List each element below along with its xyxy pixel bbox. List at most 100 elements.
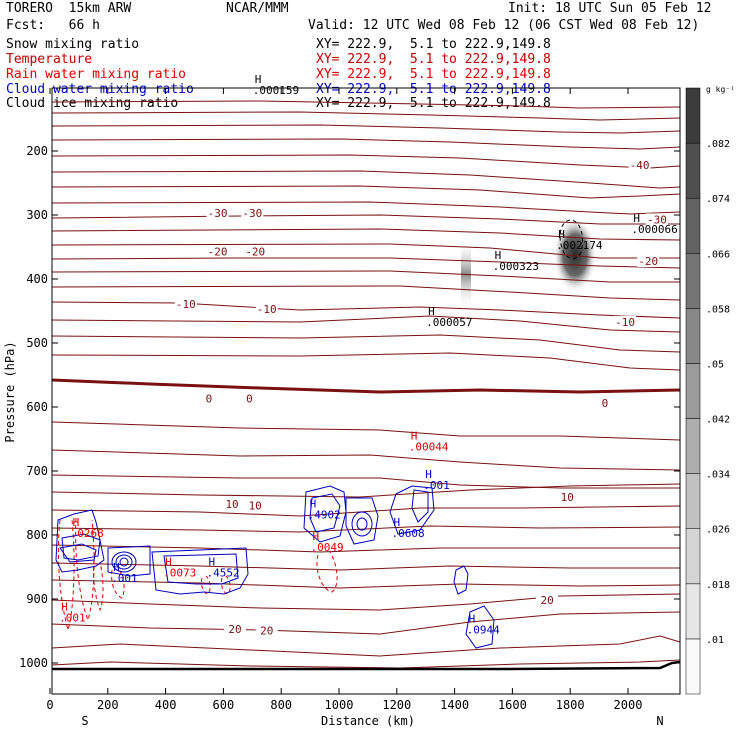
temperature-label: -30 bbox=[208, 207, 228, 220]
extremum-value: .0608 bbox=[391, 527, 424, 540]
temperature-isotherms bbox=[51, 100, 681, 669]
extremum-h-marker: H bbox=[255, 73, 262, 86]
extremum-value: .000159 bbox=[253, 84, 299, 97]
colorbar-tick-label: .026 bbox=[706, 525, 730, 536]
colorbar-tick-label: .01 bbox=[706, 635, 724, 646]
temperature-label-bg bbox=[614, 315, 637, 328]
extremum-value: .4552 bbox=[207, 567, 240, 580]
colorbar-swatch bbox=[685, 142, 701, 199]
temperature-label: 20 bbox=[540, 594, 553, 607]
temperature-label-bg bbox=[238, 392, 261, 405]
x-tick-label: 1000 bbox=[325, 698, 354, 712]
forecast-hour: Fcst: 66 h bbox=[6, 18, 100, 33]
extremum-h-marker: H bbox=[310, 497, 317, 510]
colorbar-swatch bbox=[685, 583, 701, 640]
temperature-label-bg bbox=[223, 623, 246, 635]
extremum-value: .001 bbox=[111, 572, 138, 585]
extremum-value: .000323 bbox=[493, 260, 539, 273]
colorbar-swatch bbox=[685, 87, 701, 144]
field-name-cloud-water: Cloud water mixing ratio bbox=[6, 82, 194, 97]
extremum-h-marker: H bbox=[61, 600, 68, 613]
temperature-label: -10 bbox=[257, 303, 277, 316]
extremum-value: .001 bbox=[59, 611, 85, 624]
temperature-label-bg bbox=[637, 255, 660, 267]
extremum-h-marker: H bbox=[165, 556, 172, 569]
extremum-h-marker: H bbox=[425, 468, 432, 481]
colorbar-unit: g kg⁻¹ bbox=[706, 85, 735, 94]
temperature-label-bg bbox=[628, 159, 651, 171]
y-tick-label: 500 bbox=[26, 336, 48, 350]
y-tick-label: 1000 bbox=[19, 656, 48, 670]
temperature-label: 0 bbox=[206, 393, 213, 406]
cloud-ice-contour bbox=[559, 219, 583, 259]
x-tick-label: 600 bbox=[213, 698, 235, 712]
temperature-label: -30 bbox=[242, 207, 262, 220]
field-name-rain: Rain water mixing ratio bbox=[6, 67, 187, 82]
colorbar-tick-label: .066 bbox=[706, 249, 730, 260]
temperature-label-bg bbox=[174, 297, 197, 310]
rain-water-contours bbox=[57, 517, 338, 632]
x-tick-label: 1800 bbox=[556, 698, 585, 712]
x-tick-label: 1600 bbox=[498, 698, 527, 712]
zero-degree-isotherm bbox=[51, 378, 681, 394]
y-tick-label: 800 bbox=[26, 528, 48, 542]
extremum-value: .0073 bbox=[163, 567, 196, 580]
colorbar-tick-label: .018 bbox=[706, 580, 730, 591]
temperature-label: -20 bbox=[208, 245, 228, 258]
temperature-label: 10 bbox=[225, 498, 238, 511]
colorbar-swatch bbox=[685, 418, 701, 474]
temperature-label-bg bbox=[244, 499, 267, 512]
x-tick-label: 800 bbox=[270, 698, 292, 712]
extremum-value: .0944 bbox=[467, 624, 500, 637]
temperature-label-bg bbox=[645, 213, 668, 226]
colorbar-tick-label: .042 bbox=[706, 415, 730, 426]
temperature-label: -10 bbox=[615, 316, 635, 329]
temperature-label-bg bbox=[593, 397, 616, 410]
colorbar-tick-label: .034 bbox=[706, 470, 730, 481]
temperature-label-bg bbox=[197, 392, 220, 405]
colorbar-swatch bbox=[685, 197, 701, 254]
temperature-label: 0 bbox=[602, 397, 609, 410]
colorbar-swatch bbox=[685, 253, 701, 309]
colorbar-tick-label: .074 bbox=[706, 194, 730, 205]
temperature-label: -30 bbox=[647, 213, 667, 226]
extremum-h-marker: H bbox=[428, 305, 435, 318]
temperature-label-bg bbox=[255, 303, 278, 315]
temperature-label: 10 bbox=[561, 491, 574, 504]
x-axis-label: Distance (km) bbox=[321, 714, 415, 728]
plot-frame bbox=[51, 87, 681, 695]
x-endpoint-right: N bbox=[656, 714, 663, 728]
extremum-value: .000066 bbox=[631, 223, 677, 236]
colorbar-swatch bbox=[685, 308, 701, 364]
field-name-temperature: Temperature bbox=[6, 52, 93, 67]
temperature-label: -40 bbox=[630, 159, 650, 172]
field-xy-cloud-ice: XY= 222.9, 5.1 to 222.9,149.8 bbox=[316, 96, 551, 111]
temperature-label-bg bbox=[556, 491, 579, 504]
extrema-labels: H.000159H.000057H.000323H.002174H.000066… bbox=[59, 73, 678, 637]
temperature-label-bg bbox=[244, 245, 267, 258]
temperature-labels: -40 -30 -30 -30 -20 -20 -20 -10 -10 -10 0 0 0 10 10 10 2… bbox=[174, 159, 668, 637]
extremum-h-marker: H bbox=[113, 561, 120, 574]
temperature-label-bg bbox=[206, 207, 229, 219]
temperature-label: -20 bbox=[245, 245, 265, 258]
field-xy-rain: XY= 222.9, 5.1 to 222.9,149.8 bbox=[316, 67, 551, 82]
temperature-label-bg bbox=[241, 207, 264, 219]
extremum-h-marker: H bbox=[469, 613, 476, 626]
x-tick-label: 0 bbox=[46, 698, 53, 712]
terrain-surface bbox=[52, 660, 681, 671]
cloud-water-contours bbox=[55, 485, 495, 649]
field-xy-temperature: XY= 222.9, 5.1 to 222.9,149.8 bbox=[316, 52, 551, 67]
extremum-h-marker: H bbox=[495, 249, 502, 262]
colorbar-swatch bbox=[685, 638, 701, 695]
temperature-label: -20 bbox=[638, 255, 658, 268]
x-tick-label: 1400 bbox=[440, 698, 469, 712]
colorbar: .01 .018 .026 .034 .042 .05 .058 .066 .074 .082 g … bbox=[685, 85, 735, 695]
colorbar-swatch bbox=[685, 473, 701, 529]
extremum-h-marker: H bbox=[393, 516, 400, 529]
temperature-label-bg bbox=[221, 498, 244, 511]
field-name-cloud-ice: Cloud ice mixing ratio bbox=[6, 96, 179, 111]
x-endpoint-left: S bbox=[81, 714, 88, 728]
y-tick-label: 200 bbox=[26, 144, 48, 158]
y-tick-label: 900 bbox=[26, 592, 48, 606]
